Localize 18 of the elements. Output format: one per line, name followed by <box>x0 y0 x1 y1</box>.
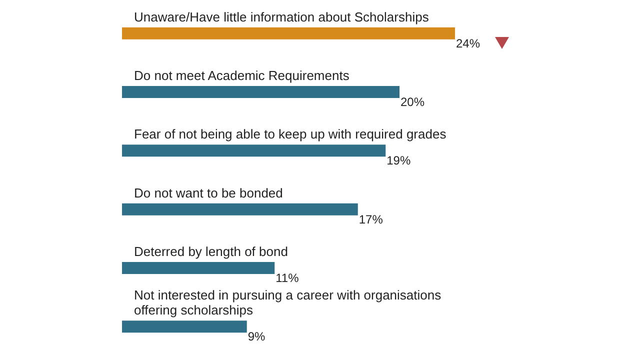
bar <box>122 144 386 157</box>
bar <box>122 27 455 40</box>
bar <box>122 320 247 333</box>
data-label: 20% <box>400 95 425 109</box>
data-label: 9% <box>248 330 266 344</box>
y-tick-label: Do not want to be bonded <box>134 185 283 200</box>
y-tick-label: Deterred by length of bond <box>134 244 288 259</box>
data-label: 17% <box>358 212 384 226</box>
bar <box>122 203 358 216</box>
data-label: 11% <box>276 271 300 285</box>
data-label: 19% <box>386 154 411 168</box>
bar <box>122 86 400 98</box>
y-tick-label: Fear of not being able to keep up with required grades <box>134 126 447 142</box>
y-tick-label: Do not meet Academic Requirements <box>134 68 350 83</box>
y-tick-label: Unaware/Have little information about Scholarships <box>134 9 430 24</box>
bar <box>122 262 275 274</box>
y-tick-label: Not interested in pursuing a career with organisations offering scholarships <box>134 288 445 318</box>
data-label: 24% <box>456 36 480 50</box>
